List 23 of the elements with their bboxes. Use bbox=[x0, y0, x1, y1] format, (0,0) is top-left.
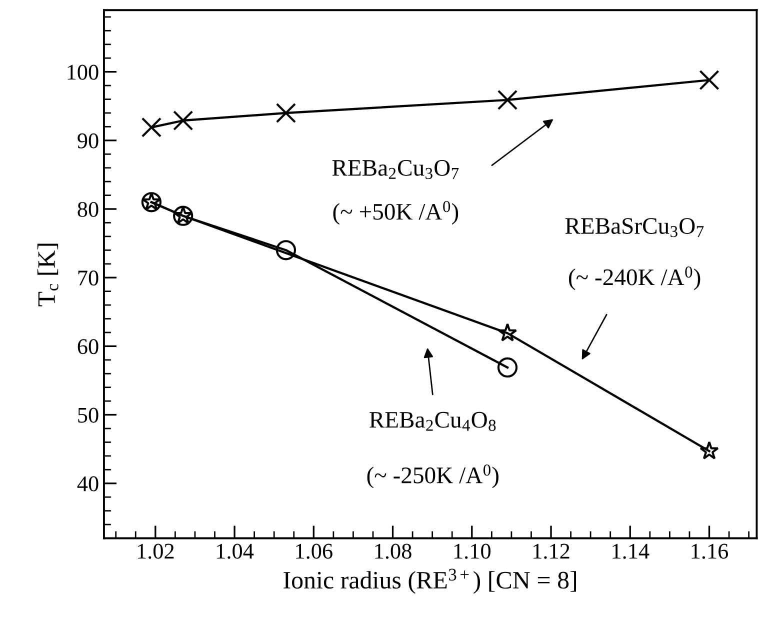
annotation: REBaSrCu$_{3}$O$_{7}$ bbox=[565, 218, 704, 238]
y-tick-label: 70 bbox=[78, 270, 98, 286]
y-tick-label: 60 bbox=[78, 339, 98, 354]
x-tick-label: 1.10 bbox=[454, 544, 490, 559]
annotation: (~ +50K /A$^{0}$) bbox=[333, 200, 458, 225]
y-tick-label: 50 bbox=[78, 408, 98, 423]
x-tick-label: 1.06 bbox=[296, 544, 332, 559]
y-tick-label: 80 bbox=[78, 202, 98, 217]
y-tick-label: 40 bbox=[77, 476, 98, 492]
x-tick-label: 1.14 bbox=[612, 544, 650, 559]
x-axis-title: Ionic radius (RE$^{3+}$) [CN = 8] bbox=[284, 568, 576, 594]
x-tick-label: 1.02 bbox=[138, 544, 174, 559]
x-tick-label: 1.12 bbox=[534, 544, 570, 559]
annotation: (~ -240K /A$^{0}$) bbox=[568, 266, 700, 290]
annotation: (~ -250K /A$^{0}$) bbox=[367, 464, 498, 488]
y-axis-title: T$_{c}$ [K] bbox=[37, 244, 58, 306]
x-tick-label: 1.08 bbox=[375, 544, 412, 559]
annotation: REBa$_{2}$Cu$_{3}$O$_{7}$ bbox=[332, 160, 459, 180]
y-tick-label: 100 bbox=[68, 64, 98, 80]
annotation: REBa$_{2}$Cu$_{4}$O$_{8}$ bbox=[370, 412, 496, 431]
x-tick-label: 1.04 bbox=[217, 544, 254, 559]
x-tick-label: 1.16 bbox=[692, 544, 728, 559]
y-tick-label: 90 bbox=[78, 133, 98, 148]
